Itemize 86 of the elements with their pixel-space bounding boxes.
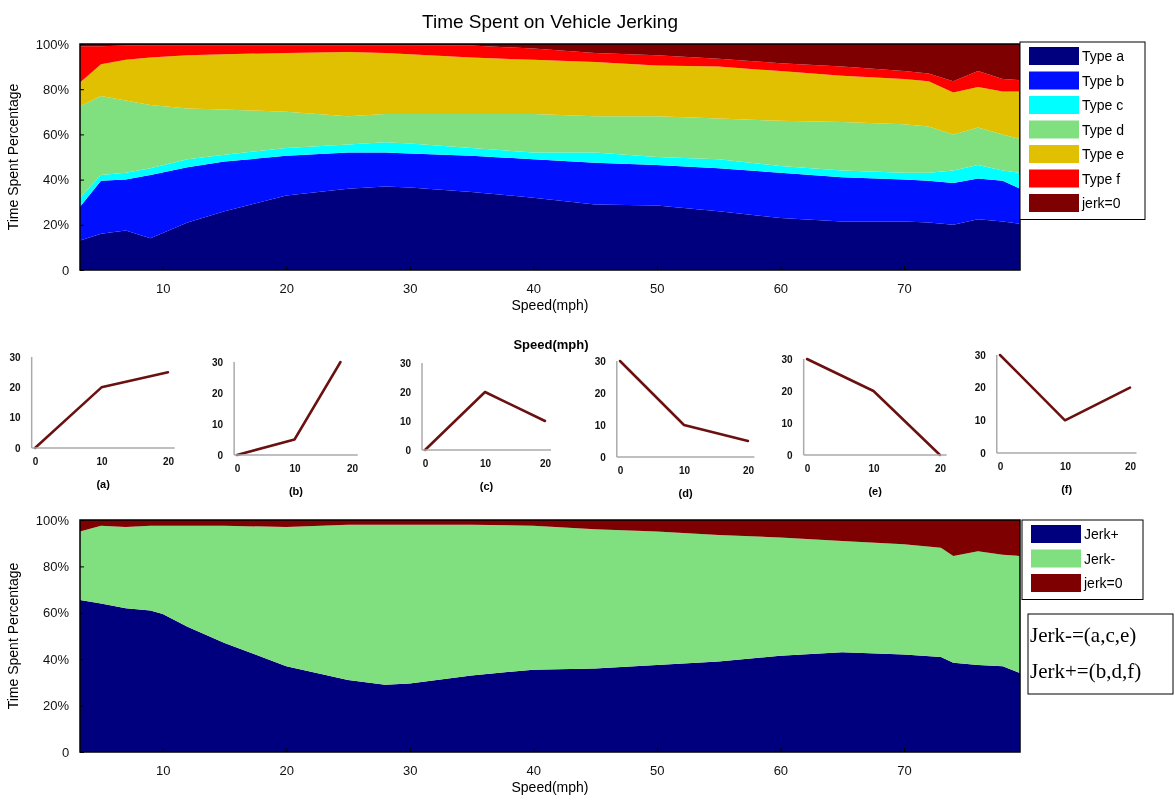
x-tick-label: 50 [650,280,665,296]
y-tick-label: 30 [399,357,412,369]
x-axis-title: Speed(mph) [511,779,589,795]
x-tick-label: 20 [742,465,755,476]
y-tick-label: 0 [980,447,987,459]
legend-label: Type a [1082,48,1125,64]
legend-label: Type b [1082,72,1125,89]
x-tick-label: 10 [868,463,880,474]
x-tick-label: 10 [479,458,492,469]
y-tick-label: 20 [9,382,22,394]
x-tick-label: 70 [897,280,912,296]
x-axis-title: (f) [1061,483,1073,495]
x-tick-label: 20 [539,458,552,469]
x-tick-label: 0 [997,461,1004,472]
y-tick-label: 0 [61,262,70,278]
legend-label: Type d [1082,121,1125,138]
y-tick-label: 20 [212,387,224,399]
x-tick-label: 0 [422,458,429,469]
y-tick-label: 30 [212,356,224,368]
y-tick-label: 20 [781,385,794,397]
x-tick-label: 20 [162,456,175,467]
y-tick-label: 30 [974,349,987,361]
x-axis-title: (b) [288,485,304,497]
y-tick-label: 10 [781,417,794,429]
y-tick-label: 80% [43,81,70,97]
x-tick-label: 20 [934,463,947,474]
y-tick-label: 10 [974,415,987,427]
x-axis-title: (d) [678,487,693,499]
legend-label: jerk=0 [1081,195,1121,211]
y-tick-label: 30 [594,355,607,367]
x-tick-label: 10 [96,456,108,467]
y-tick-label: 10 [594,419,607,431]
y-tick-label: 20% [43,698,70,714]
y-tick-label: 10 [212,418,224,430]
x-tick-label: 20 [279,762,295,778]
y-tick-label: 80% [43,559,70,575]
x-tick-label: 0 [617,465,624,476]
x-tick-label: 50 [650,762,665,778]
y-tick-label: 10 [9,412,22,424]
x-tick-label: 70 [897,762,912,778]
x-tick-label: 20 [279,280,295,296]
x-axis-title: (c) [479,480,494,492]
legend-label: Type e [1082,146,1125,162]
y-tick-label: 30 [9,351,22,363]
y-tick-label: 40% [43,172,70,188]
y-tick-label: 20 [974,382,987,394]
y-tick-label: 20 [594,387,607,399]
text: Jerk+=(b,d,f) [1030,659,1142,683]
legend-label: Jerk- [1084,550,1116,567]
x-axis-title: (a) [96,478,111,490]
chart-title: Speed(mph) [513,337,589,352]
x-tick-label: 20 [1124,461,1137,472]
legend-label: jerk=0 [1083,575,1123,591]
y-tick-label: 20% [43,217,70,233]
y-axis-title: Time Spent Percentage [5,562,21,710]
x-tick-label: 40 [526,280,542,296]
legend-label: Type c [1082,97,1124,113]
legend-label: Jerk+ [1084,526,1119,542]
y-tick-label: 10 [399,415,412,427]
x-tick-label: 60 [773,280,789,296]
text: Jerk-=(a,c,e) [1030,623,1137,647]
y-axis-title: Time Spent Percentage [5,83,21,231]
y-tick-label: 30 [781,353,794,365]
x-tick-label: 20 [346,463,359,474]
y-tick-label: 100% [35,512,70,528]
x-tick-label: 10 [156,280,171,296]
y-tick-label: 0 [61,744,70,760]
y-tick-label: 0 [405,444,412,456]
x-tick-label: 60 [773,762,789,778]
x-tick-label: 10 [678,465,691,476]
x-tick-label: 0 [234,463,241,474]
legend-label: Type f [1082,170,1121,187]
x-axis-title: Speed(mph) [511,297,589,313]
y-tick-label: 20 [399,386,412,398]
x-tick-label: 40 [526,762,542,778]
x-tick-label: 10 [289,463,301,474]
x-tick-label: 0 [804,463,811,474]
y-tick-label: 40% [43,651,70,667]
x-tick-label: 10 [156,762,171,778]
x-tick-label: 10 [1059,461,1072,472]
chart-title: Time Spent on Vehicle Jerking [422,11,678,32]
y-tick-label: 60% [43,605,70,621]
y-tick-label: 0 [15,442,22,454]
y-tick-label: 60% [43,127,70,143]
x-axis-title: (e) [868,485,883,497]
y-tick-label: 100% [35,36,70,52]
